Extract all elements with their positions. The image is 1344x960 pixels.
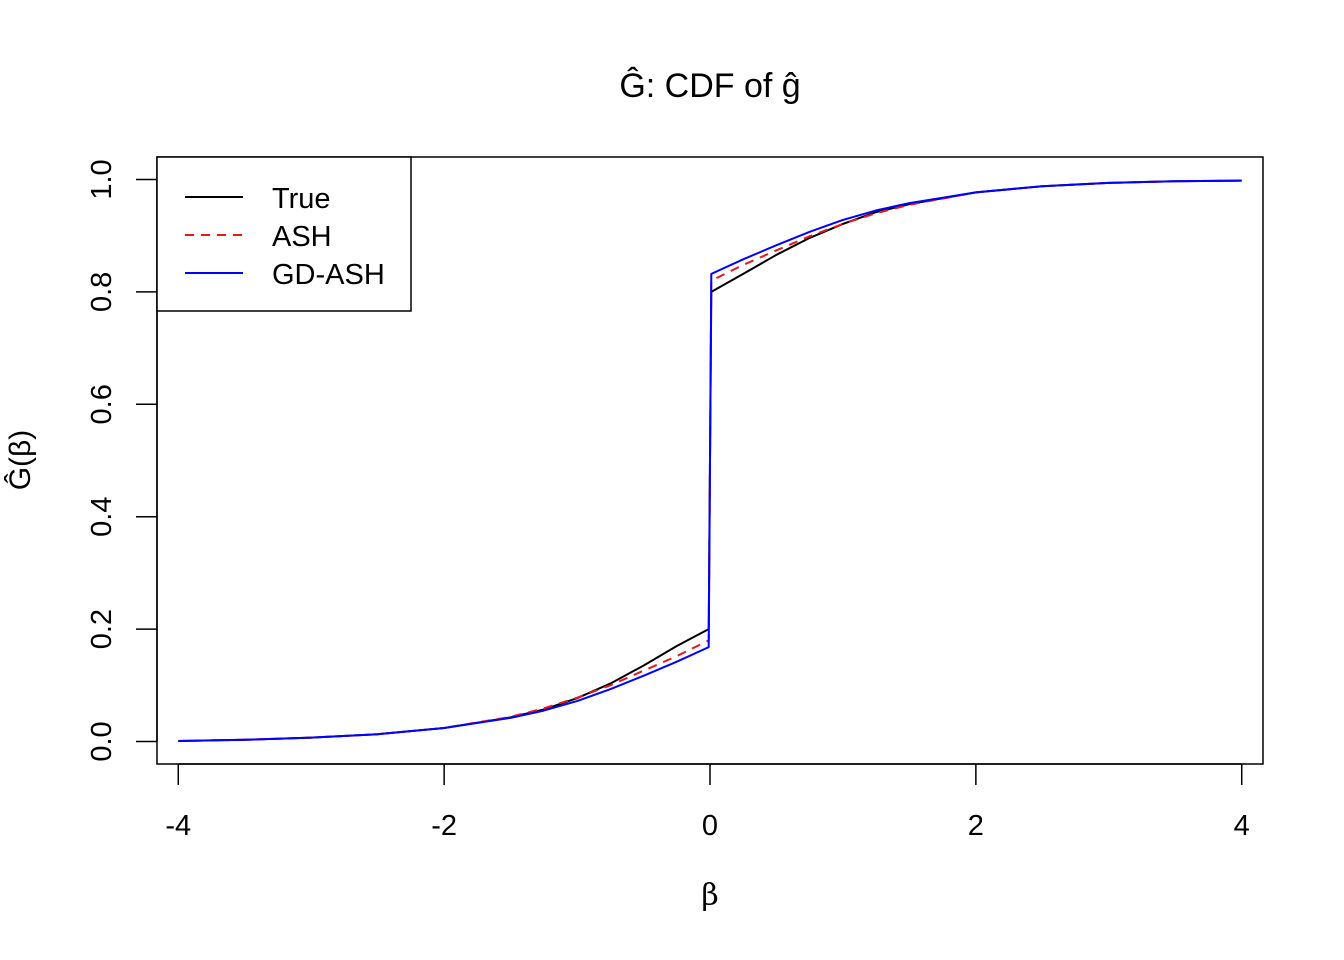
y-tick-label: 0.2 — [86, 609, 118, 649]
x-tick-label: -4 — [165, 810, 191, 842]
x-tick-label: 0 — [702, 810, 718, 842]
x-axis-label: β — [701, 878, 718, 913]
legend-box — [156, 156, 412, 312]
x-tick-label: 2 — [968, 810, 984, 842]
x-tick-label: -2 — [431, 810, 457, 842]
series-line-gd-ash — [178, 179, 1242, 742]
y-tick-label: 0.4 — [86, 497, 118, 537]
y-axis: 0.0 0.2 0.4 0.6 0.8 1.0 — [86, 159, 158, 762]
y-tick-label: 0.8 — [86, 272, 118, 312]
y-tick-label: 0.0 — [86, 721, 118, 761]
series-layer — [178, 179, 1242, 742]
y-tick-label: 0.6 — [86, 384, 118, 424]
y-axis-label: Ĝ(β) — [3, 430, 37, 491]
chart-title: Ĝ: CDF of ĝ — [619, 67, 800, 105]
legend-label-ash: ASH — [272, 221, 332, 253]
x-axis: -4 -2 0 2 4 — [165, 763, 1250, 842]
y-tick-label: 1.0 — [86, 159, 118, 199]
legend: True ASH GD-ASH — [156, 156, 412, 312]
legend-label-true: True — [272, 183, 331, 215]
legend-label-gd-ash: GD-ASH — [272, 259, 385, 291]
x-tick-label: 4 — [1234, 810, 1250, 842]
